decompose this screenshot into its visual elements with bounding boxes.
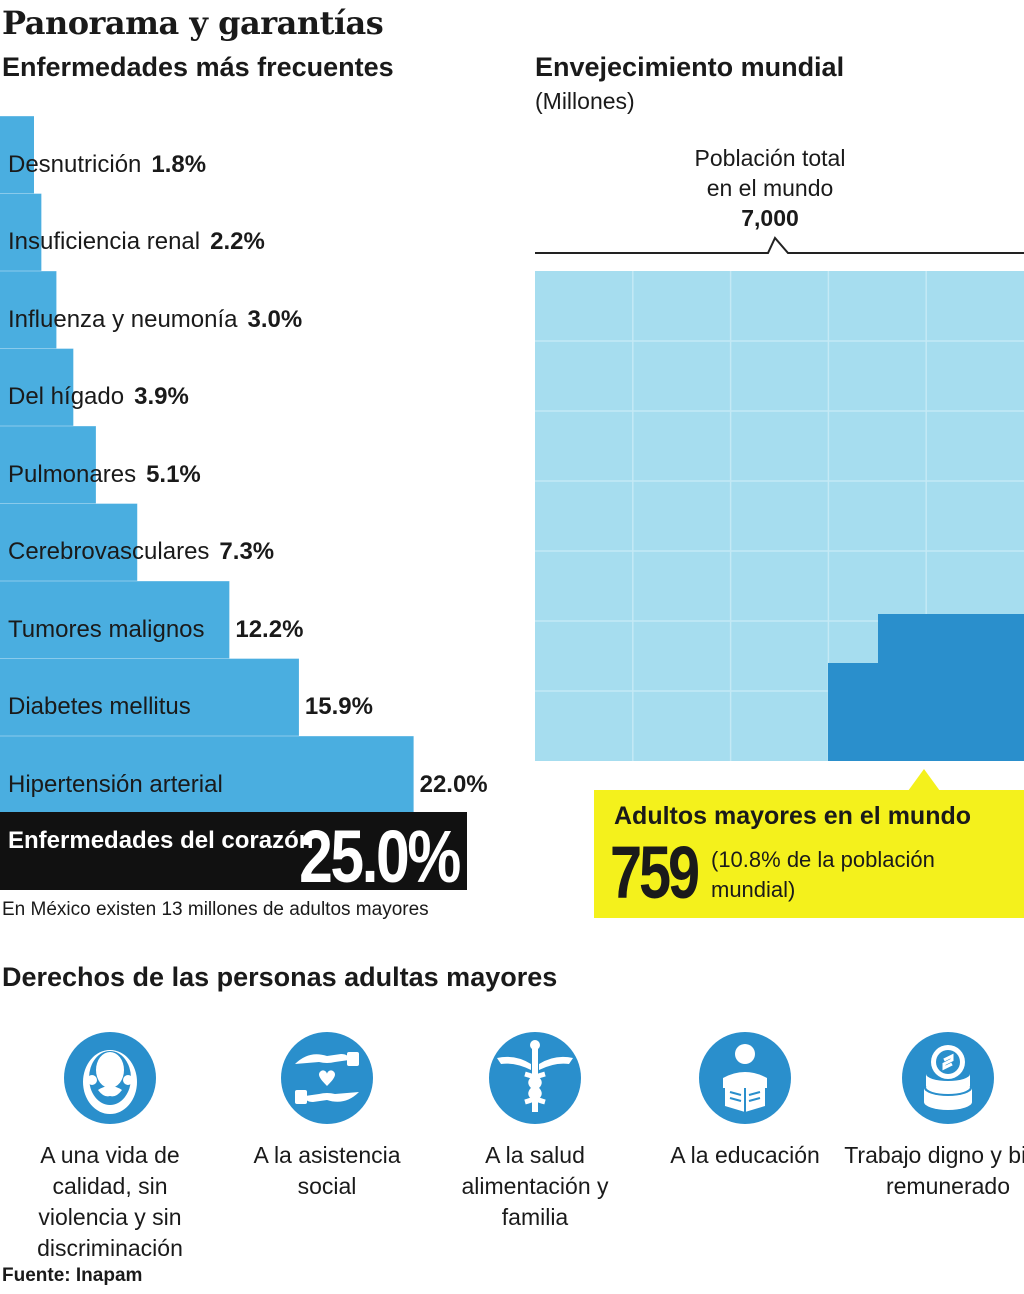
total-population-label: Población total en el mundo 7,000 bbox=[660, 143, 880, 233]
bar-category: Desnutrición bbox=[8, 150, 142, 178]
bar-value-label: 15.9% bbox=[304, 693, 373, 721]
bar-label: Insuficiencia renal 2.2% bbox=[8, 228, 265, 256]
bar-label: Desnutrición 1.8% bbox=[8, 151, 206, 179]
bar-category: Hipertensión arterial bbox=[8, 770, 223, 798]
total-population-line1: Población total bbox=[694, 145, 846, 171]
bar-category: Del hígado bbox=[8, 383, 125, 411]
bar-label: Influenza y neumonía 3.0% bbox=[8, 306, 302, 334]
bar-value-label: 22.0% bbox=[419, 770, 488, 798]
bar-label: Tumores malignos bbox=[8, 616, 205, 644]
right-life-text: A una vida de calidad, sin violencia y s… bbox=[37, 1142, 183, 1261]
diseases-bar-chart bbox=[0, 115, 414, 812]
bar-2 bbox=[0, 193, 42, 272]
right-item-life: A una vida de calidad, sin violencia y s… bbox=[5, 1030, 215, 1264]
bar-category: Cerebrovasculares bbox=[8, 538, 210, 566]
bar-8 bbox=[0, 658, 299, 737]
heart-disease-name: Enfermedades del corazón bbox=[8, 827, 314, 854]
seniors-value: 759 bbox=[610, 831, 700, 914]
bar-value-label: 2.2% bbox=[210, 228, 265, 256]
heart-disease-highlight: Enfermedades del corazón 25.0% bbox=[0, 812, 467, 898]
bar-value-label: 3.9% bbox=[134, 383, 189, 411]
bar-value-label: 7.3% bbox=[219, 538, 275, 566]
callout-pointer bbox=[908, 769, 940, 791]
elder-face-icon bbox=[64, 1032, 156, 1124]
bar-label: Cerebrovasculares 7.3% bbox=[8, 538, 274, 566]
seniors-title: Adultos mayores en el mundo bbox=[614, 802, 972, 830]
right-chart-unit: (Millones) bbox=[535, 88, 635, 114]
right-item-work: Trabajo digno y bien remunerado bbox=[843, 1030, 1024, 1202]
rights-title: Derechos de las personas adultas mayores bbox=[2, 962, 558, 992]
total-bracket bbox=[535, 236, 1024, 254]
coins-icon bbox=[902, 1032, 994, 1124]
heart-hands-icon bbox=[281, 1032, 373, 1124]
bar-value-label: 12.2% bbox=[235, 615, 304, 643]
bar-value-label: 3.0% bbox=[247, 305, 303, 333]
bar-4 bbox=[0, 348, 74, 427]
bar-1 bbox=[0, 116, 34, 194]
mexico-note: En México existen 13 millones de adultos… bbox=[2, 899, 429, 920]
bar-label: Del hígado 3.9% bbox=[8, 383, 189, 411]
population-area-chart bbox=[535, 236, 1024, 791]
caduceus-icon bbox=[489, 1032, 581, 1124]
bar-category: Insuficiencia renal bbox=[8, 228, 201, 256]
bar-5 bbox=[0, 426, 96, 504]
right-work-text: Trabajo digno y bien remunerado bbox=[844, 1142, 1024, 1199]
bar-label: Pulmonares 5.1% bbox=[8, 461, 201, 489]
bar-category: Pulmonares bbox=[8, 460, 137, 488]
bar-value-label: 5.1% bbox=[146, 460, 201, 488]
source-credit: Fuente: Inapam bbox=[2, 1265, 143, 1286]
reader-icon bbox=[699, 1032, 791, 1124]
seniors-callout: Adultos mayores en el mundo 759 (10.8% d… bbox=[594, 790, 1024, 918]
left-chart-title: Enfermedades más frecuentes bbox=[2, 52, 394, 82]
bar-label: Hipertensión arterial bbox=[8, 771, 223, 799]
bar-7 bbox=[0, 581, 230, 659]
seniors-share: (10.8% de la población mundial) bbox=[711, 847, 935, 902]
right-item-health: A la salud alimentación y familia bbox=[430, 1030, 640, 1233]
seniors-population-area bbox=[828, 614, 1024, 761]
bar-3 bbox=[0, 271, 57, 349]
bar-category: Tumores malignos bbox=[8, 615, 205, 643]
bar-category: Diabetes mellitus bbox=[8, 693, 191, 721]
bar-category: Influenza y neumonía bbox=[8, 305, 238, 333]
bar-value-label: 1.8% bbox=[151, 150, 207, 178]
right-chart-title: Envejecimiento mundial bbox=[535, 52, 845, 82]
right-social-text: A la asistencia social bbox=[253, 1142, 401, 1199]
heart-disease-value: 25.0% bbox=[299, 815, 461, 898]
bar-9 bbox=[0, 736, 414, 812]
right-item-education: A la educación bbox=[640, 1030, 850, 1171]
right-education-text: A la educación bbox=[670, 1142, 820, 1168]
right-health-text: A la salud alimentación y familia bbox=[461, 1142, 609, 1230]
bar-label: Diabetes mellitus bbox=[8, 693, 191, 721]
right-item-social: A la asistencia social bbox=[222, 1030, 432, 1202]
page-title: Panorama y garantías bbox=[2, 4, 384, 42]
bar-6 bbox=[0, 503, 138, 582]
total-population-line2: en el mundo bbox=[706, 175, 834, 201]
total-population-value: 7,000 bbox=[741, 205, 799, 231]
